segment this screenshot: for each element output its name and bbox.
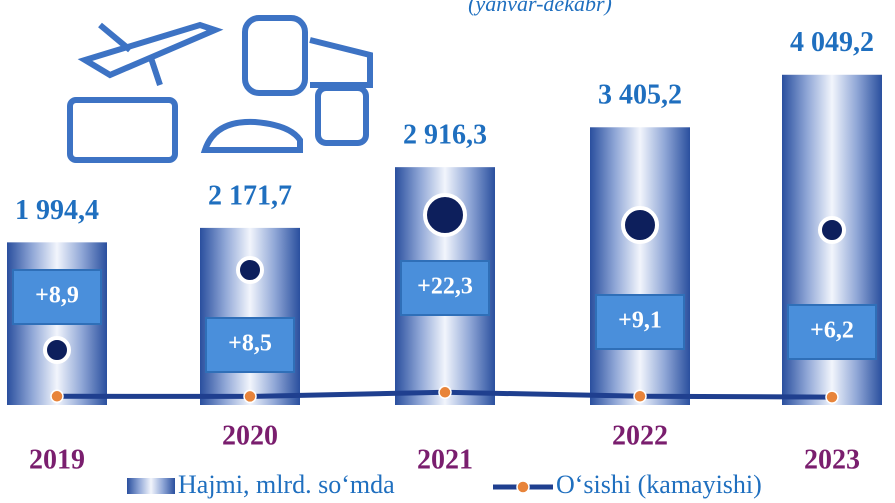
- legend-label: Hajmi, mlrd. so‘mda: [178, 470, 395, 499]
- growth-label: +6,2: [810, 318, 854, 344]
- growth-box: [595, 294, 685, 350]
- legend-swatch-bar: [127, 478, 175, 494]
- bar-dot: [423, 193, 467, 237]
- bar-dot: [621, 206, 659, 244]
- bar-value-label: 1 994,4: [15, 195, 99, 226]
- bar: [200, 227, 300, 405]
- bar: [590, 127, 690, 406]
- growth-label: +22,3: [417, 274, 473, 300]
- bar-value-label: 4 049,2: [790, 27, 874, 58]
- x-tick-label: 2019: [29, 444, 85, 475]
- growth-marker: [438, 385, 452, 400]
- growth-label: +8,9: [35, 283, 79, 309]
- x-tick-label: 2022: [612, 420, 668, 451]
- bar-value-label: 2 171,7: [208, 180, 292, 211]
- bar-value-label: 2 916,3: [403, 120, 487, 151]
- legend-label: O‘sishi (kamayishi): [556, 470, 762, 499]
- bar-dot: [236, 256, 264, 284]
- growth-box: [400, 260, 490, 316]
- bar-dot: [818, 216, 846, 244]
- x-tick-label: 2021: [417, 444, 473, 475]
- growth-label: +9,1: [618, 308, 662, 334]
- subtitle: (yanvar-dekabr): [468, 0, 612, 16]
- x-tick-label: 2023: [804, 444, 860, 475]
- transport-icons: [67, 15, 373, 163]
- growth-marker: [825, 390, 839, 404]
- growth-box: [12, 269, 102, 325]
- growth-marker: [633, 389, 647, 403]
- growth-box: [787, 304, 877, 360]
- legend: Hajmi, mlrd. so‘mda O‘sishi (kamayishi): [127, 470, 762, 499]
- bar-value-label: 3 405,2: [598, 80, 682, 111]
- bar-dot: [43, 336, 71, 364]
- x-tick-label: 2020: [222, 420, 278, 451]
- growth-marker: [50, 389, 64, 404]
- growth-box: [205, 317, 295, 373]
- legend-swatch-marker: [516, 480, 530, 494]
- growth-label: +8,5: [228, 331, 272, 357]
- growth-marker: [243, 389, 257, 404]
